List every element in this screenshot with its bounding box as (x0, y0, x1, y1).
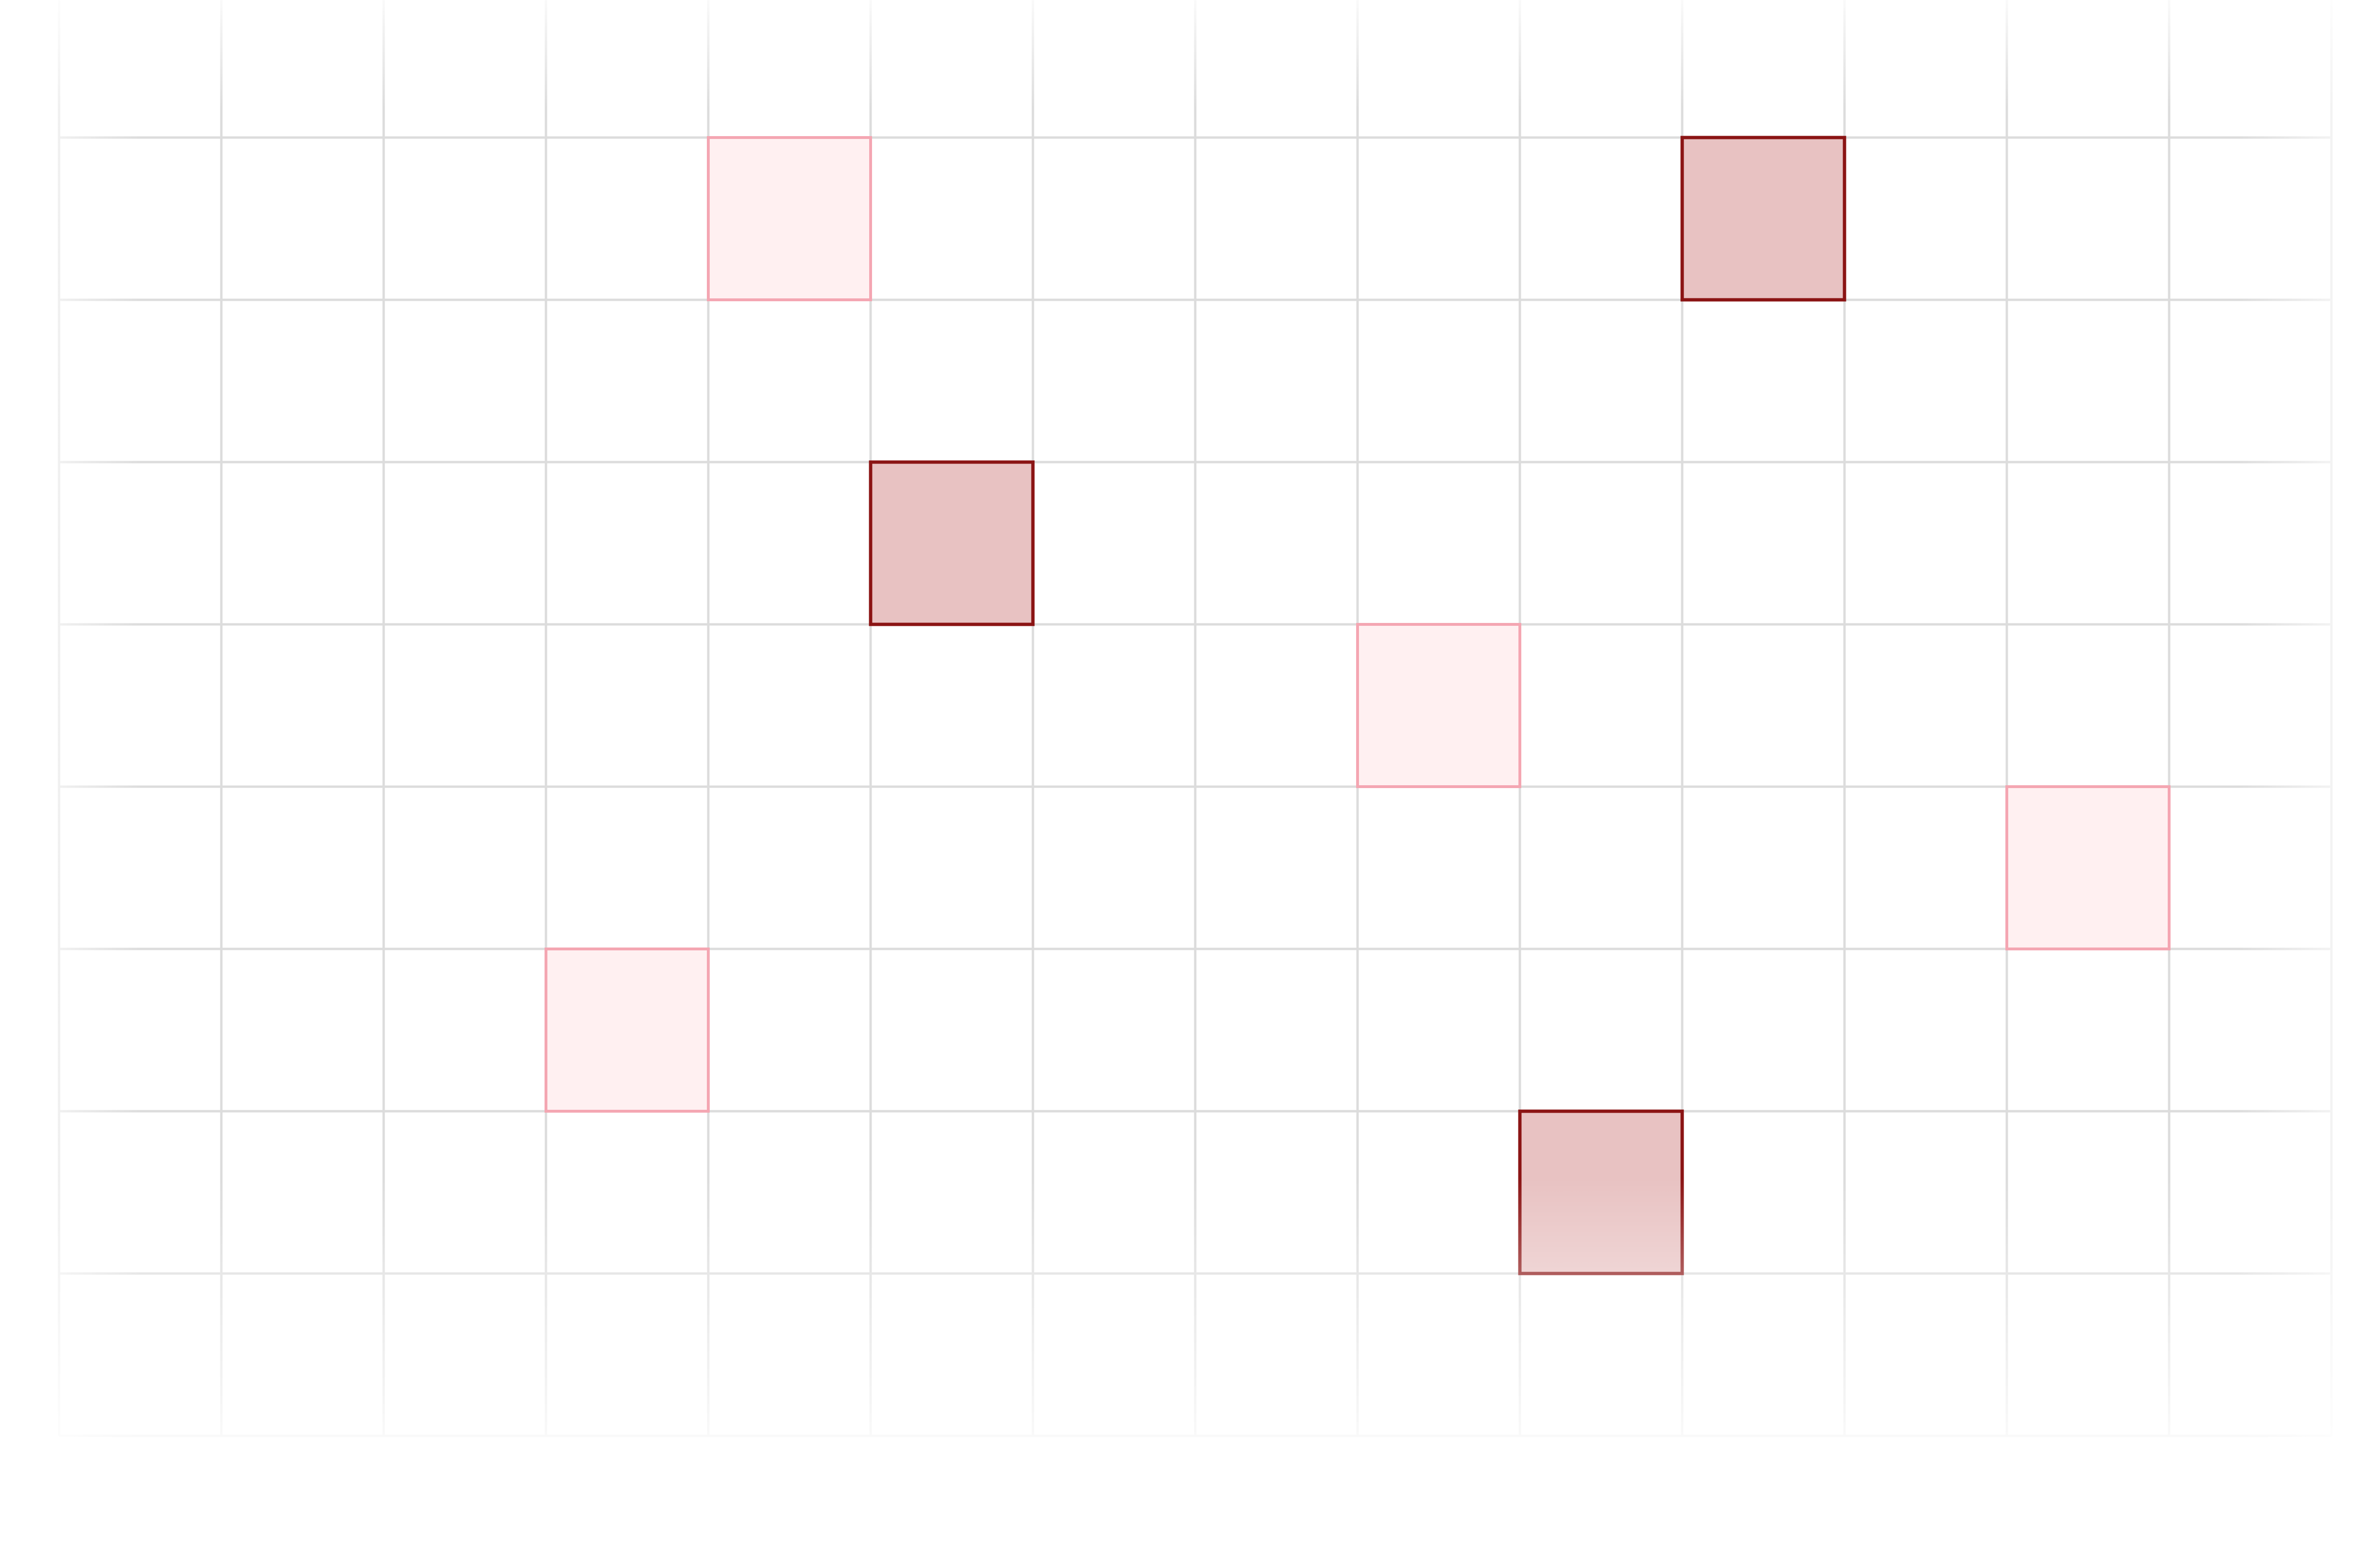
grid-svg (0, 0, 2380, 1550)
grid-canvas (0, 0, 2380, 1550)
vertical-fade-overlay (0, 0, 2380, 1550)
